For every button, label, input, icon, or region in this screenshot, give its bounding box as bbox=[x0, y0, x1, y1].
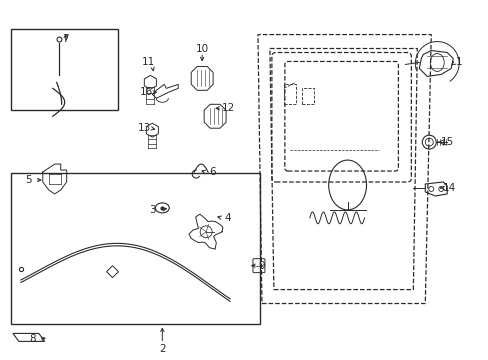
Bar bbox=[11, 173, 260, 324]
Text: 3: 3 bbox=[149, 205, 155, 215]
Text: 16: 16 bbox=[140, 87, 153, 97]
Text: 14: 14 bbox=[442, 183, 455, 193]
Text: 1: 1 bbox=[455, 58, 462, 67]
Text: 15: 15 bbox=[440, 137, 453, 147]
Text: 12: 12 bbox=[221, 103, 234, 113]
Text: 11: 11 bbox=[142, 58, 155, 67]
Text: 7: 7 bbox=[62, 33, 69, 44]
Text: 9: 9 bbox=[258, 261, 264, 271]
Bar bbox=[11, 28, 118, 110]
Text: 4: 4 bbox=[224, 213, 231, 223]
Text: 13: 13 bbox=[138, 123, 151, 133]
Text: 10: 10 bbox=[195, 44, 208, 54]
Text: 2: 2 bbox=[159, 345, 165, 354]
Text: 5: 5 bbox=[25, 175, 32, 185]
Text: 6: 6 bbox=[208, 167, 215, 177]
Text: 8: 8 bbox=[29, 334, 36, 345]
